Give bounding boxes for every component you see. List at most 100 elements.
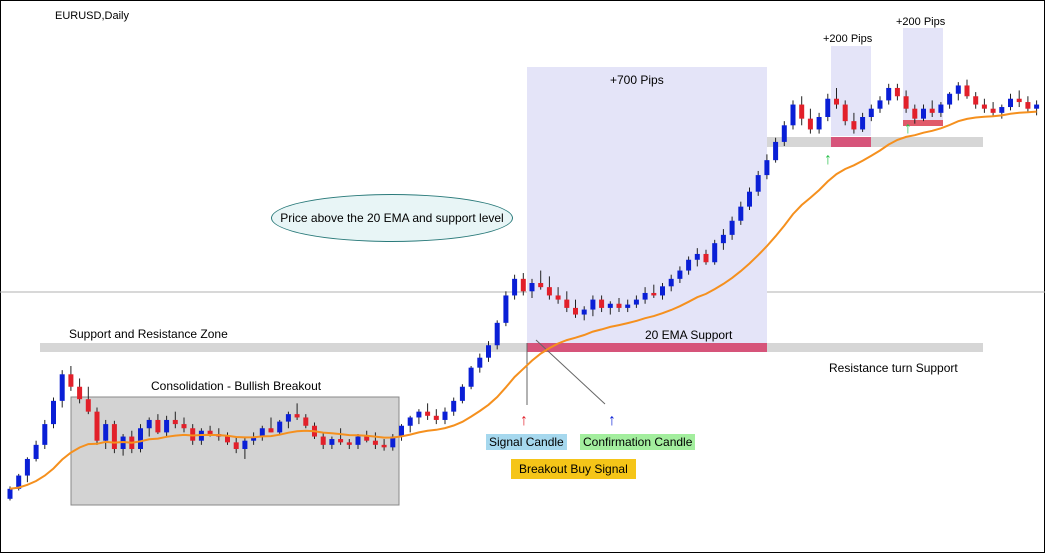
bullish-candle [355, 436, 361, 445]
signal-up-arrow-icon: ↑ [520, 412, 528, 429]
bearish-candle [181, 424, 187, 429]
bullish-candle [738, 206, 744, 221]
bearish-candle [799, 104, 805, 119]
bullish-candle [921, 108, 926, 119]
bullish-candle [633, 299, 639, 305]
bearish-candle [155, 419, 161, 433]
bearish-candle [599, 299, 605, 308]
bullish-candle [33, 444, 39, 459]
consolidation-box [70, 396, 400, 506]
bullish-candle [694, 253, 700, 260]
bearish-candle [834, 98, 839, 105]
bearish-candle [294, 414, 300, 418]
bullish-candle [24, 458, 30, 476]
bearish-candle [703, 253, 709, 263]
bullish-candle [747, 191, 752, 207]
bearish-candle [268, 428, 274, 433]
ema-support-ellipse: Price above the 20 EMA and support level [271, 194, 513, 242]
bullish-candle [773, 141, 779, 161]
bearish-candle [338, 439, 344, 443]
bullish-candle [764, 160, 770, 176]
bullish-candle [451, 400, 457, 412]
bullish-candle [16, 475, 22, 489]
bullish-candle [860, 117, 866, 130]
bullish-candle [51, 400, 56, 425]
bullish-candle [947, 93, 953, 105]
bullish-candle [503, 295, 509, 323]
bullish-candle [329, 439, 335, 445]
upper-support-zone-bar [767, 137, 983, 147]
ellipse-text: Price above the 20 EMA and support level [280, 211, 504, 225]
bullish-candle [886, 87, 892, 101]
support-resistance-zone-bar [40, 343, 983, 352]
support-resistance-zone-label: Support and Resistance Zone [69, 327, 228, 341]
bullish-candle [816, 117, 822, 130]
confirmation-up-arrow-icon: ↑ [608, 412, 616, 429]
bullish-candle [242, 440, 248, 449]
bearish-candle [538, 283, 544, 288]
bullish-candle [642, 292, 648, 300]
confirmation-candle-label: Confirmation Candle [580, 434, 696, 450]
bearish-candle [546, 287, 552, 296]
bullish-candle [7, 488, 13, 499]
bullish-candle [477, 357, 483, 368]
bullish-candle [607, 303, 613, 308]
bearish-candle [842, 104, 848, 122]
ema-support-label: 20 EMA Support [645, 328, 733, 342]
pips-200-label-b: +200 Pips [896, 16, 946, 28]
bearish-candle [851, 121, 857, 130]
bearish-candle [346, 442, 352, 445]
bullish-candle [955, 85, 961, 94]
bearish-candle [172, 419, 178, 425]
upper-pink-bar-a [831, 137, 871, 147]
bearish-candle [573, 307, 578, 315]
bullish-candle [442, 411, 448, 420]
bullish-candle [938, 104, 944, 113]
bullish-candle [277, 421, 283, 433]
bearish-candle [190, 428, 196, 441]
bearish-candle [77, 386, 83, 400]
bullish-candle [494, 322, 500, 346]
bearish-candle [433, 415, 439, 420]
bearish-candle [1025, 102, 1031, 109]
bullish-candle [790, 104, 796, 126]
bullish-candle [1034, 104, 1040, 109]
bullish-candle [138, 428, 143, 449]
bullish-candle [781, 125, 787, 142]
bearish-candle [964, 85, 970, 97]
bullish-candle [999, 107, 1005, 113]
upper-pink-bar-b [903, 120, 943, 126]
bullish-candle [407, 417, 413, 426]
bullish-candle [1008, 98, 1013, 108]
bearish-candle [320, 436, 326, 445]
green-up-arrow-icon-b: ↑ [904, 120, 912, 137]
bullish-candle [755, 175, 761, 192]
bullish-candle [581, 309, 587, 315]
bullish-candle [868, 108, 874, 117]
bullish-candle [729, 220, 735, 235]
bullish-candle [625, 304, 631, 308]
bullish-candle [103, 424, 109, 441]
bullish-candle [416, 411, 422, 418]
bullish-candle [677, 270, 683, 279]
breakout-buy-signal-label: Breakout Buy Signal [511, 459, 636, 479]
bearish-candle [555, 295, 561, 300]
bullish-candle [42, 424, 48, 445]
bearish-candle [912, 108, 918, 119]
bearish-candle [303, 417, 309, 426]
bullish-candle [390, 436, 396, 448]
bearish-candle [807, 118, 813, 130]
bullish-candle [529, 283, 535, 292]
bullish-candle [712, 243, 718, 263]
bearish-candle [68, 374, 74, 387]
green-up-arrow-icon-a: ↑ [824, 151, 832, 168]
bearish-candle [425, 411, 431, 416]
bearish-candle [225, 436, 230, 443]
bearish-candle [981, 104, 987, 109]
bearish-candle [651, 292, 657, 296]
resistance-turn-support-label: Resistance turn Support [829, 361, 958, 375]
bearish-candle [111, 424, 117, 449]
bullish-candle [660, 286, 665, 296]
confirmation-connector-line [535, 339, 606, 405]
bullish-candle [590, 299, 596, 310]
